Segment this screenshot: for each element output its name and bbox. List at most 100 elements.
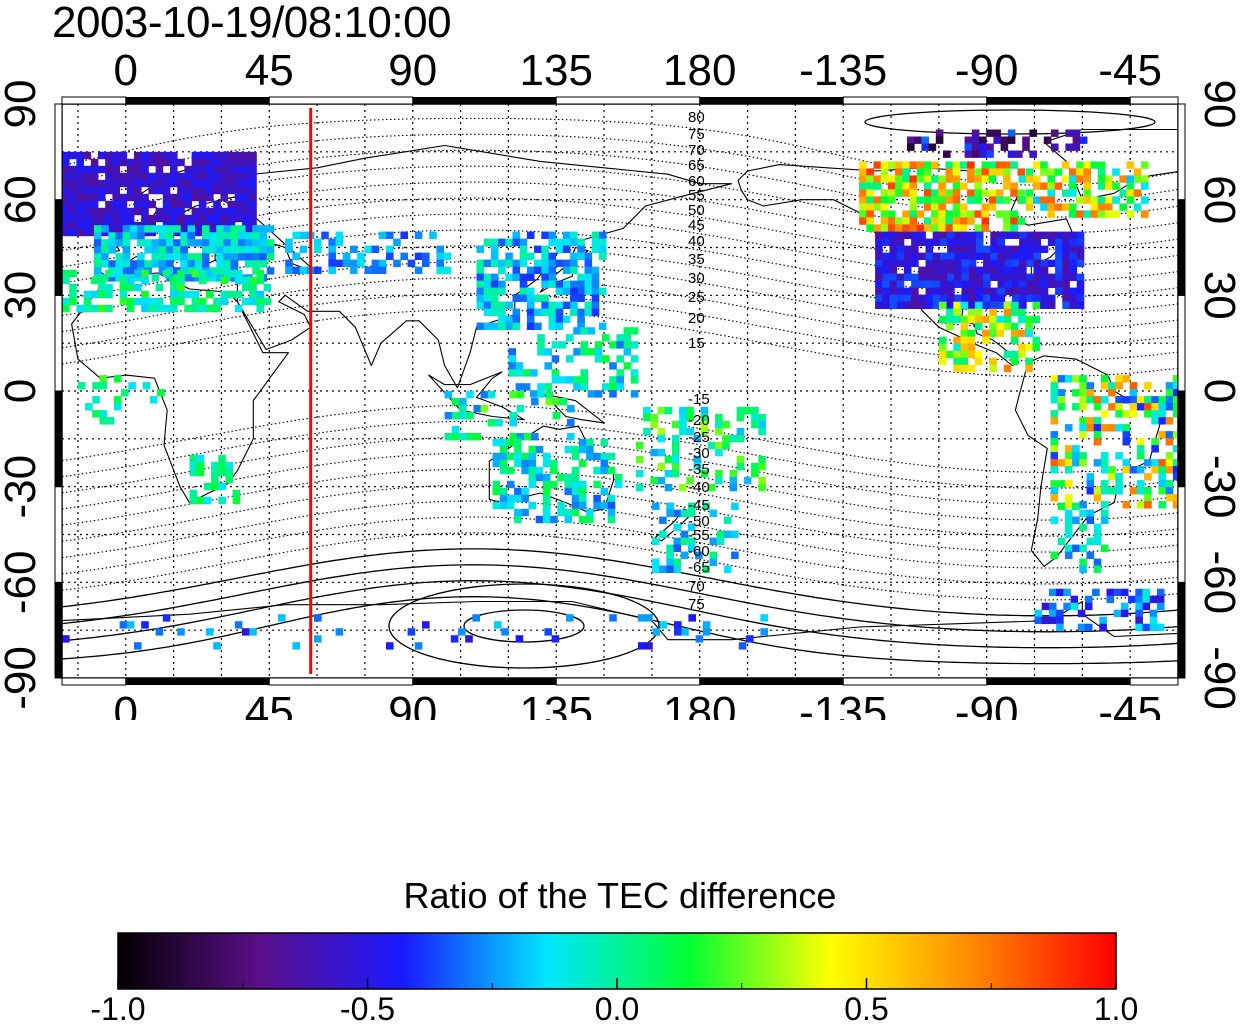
tec-cell [602,334,610,342]
tec-cell [1100,459,1109,467]
tec-cell [1050,494,1059,502]
tec-cell [700,469,709,478]
tec-cell [974,350,983,359]
tec-cell [242,165,250,174]
tec-cell [974,322,983,331]
tec-cell [492,501,501,510]
tec-cell [490,245,499,253]
tec-cell [938,217,946,225]
tec-cell [1070,595,1079,604]
tec-cell [541,266,549,274]
tec-cell [173,239,181,247]
contour-label: -45 [688,497,710,514]
tec-cell [550,459,558,468]
tec-cell [213,214,221,223]
tec-cell [586,452,594,461]
tec-cell [69,297,77,306]
tec-cell [1086,480,1095,488]
tec-cell [571,466,580,475]
tec-cell [983,259,991,267]
tec-cell [1055,266,1063,274]
tec-cell [1084,602,1093,611]
tec-cell [875,266,883,274]
tec-cell [680,509,689,517]
tec-cell [498,287,506,295]
tec-cell [1010,224,1018,232]
tec-cell [350,266,358,274]
tec-cell [911,287,919,295]
tec-cell [177,283,185,292]
tec-cell [657,434,666,443]
tec-cell [137,232,145,240]
tec-cell [177,193,185,202]
tec-cell [866,196,874,204]
tec-cell [198,207,207,216]
lat-tick-label-right: 30 [1195,271,1240,320]
tec-cell [911,301,919,309]
tec-cell [702,565,710,573]
lat-tick-label-right: -60 [1195,551,1240,615]
tec-cell [187,260,196,268]
tec-cell [1056,616,1064,625]
tec-cell [1040,182,1048,190]
tec-cell [1017,217,1026,225]
tec-cell [77,382,86,390]
tec-cell [177,628,185,636]
tec-cell [1050,516,1059,524]
tec-cell [990,301,998,309]
tec-cell [1076,287,1085,295]
tec-cell [83,297,92,306]
tec-cell [1129,487,1138,495]
tec-cell [119,207,128,216]
tec-cell [144,225,152,233]
coastline [62,600,1178,641]
tec-cell [974,210,982,218]
frame-bar-bottom [412,678,557,685]
tec-cell [542,473,551,482]
tec-cell [1018,315,1026,324]
tec-cell [230,260,239,268]
tec-cell [903,259,912,267]
tec-cell [170,283,178,292]
tec-cell [1083,182,1091,190]
tec-cell [137,225,145,233]
tec-cell [112,200,120,209]
frame-bar-right [1177,581,1186,679]
tec-cell [83,228,92,237]
tec-cell [266,225,275,233]
tec-cell [1120,602,1129,611]
tec-cell [938,203,946,211]
tec-cell [119,172,128,181]
tec-cell [191,228,200,237]
tec-cell [141,269,149,278]
tec-cell [187,267,196,275]
tec-cell [555,301,564,309]
tec-cell [952,161,961,169]
tec-cell [1158,396,1167,404]
tec-cell [1142,602,1151,611]
tec-cell [931,210,939,218]
tec-cell [218,468,226,477]
lon-tick-label-top: 45 [245,46,294,95]
tec-cell [954,231,962,239]
tec-cell [990,294,998,302]
tec-cell [1047,231,1056,239]
tec-cell [880,224,889,232]
tec-cell [234,290,243,299]
tec-cell [875,231,883,239]
tec-cell [342,259,351,267]
tec-cell [62,165,70,174]
tec-cell [918,294,926,302]
tec-cell [512,315,521,323]
tec-cell [314,635,322,643]
tec-cell [571,473,580,482]
tec-cell [90,290,99,299]
tec-cell [184,290,192,299]
tec-cell [1151,403,1159,411]
tec-cell [512,266,521,274]
tec-cell [99,417,108,425]
tec-cell [505,252,513,260]
tec-cell [961,280,970,288]
tec-cell [758,413,766,422]
tec-cell [508,348,516,356]
